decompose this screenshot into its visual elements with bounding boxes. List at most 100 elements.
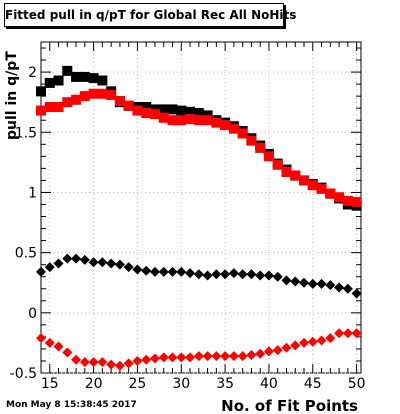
data-point-diamond [158, 266, 169, 277]
data-point-diamond [316, 335, 327, 346]
data-point-diamond [220, 269, 231, 280]
y-tick-label: 1 [28, 185, 37, 201]
data-point-diamond [36, 266, 46, 277]
data-point-diamond [290, 276, 301, 287]
data-point-diamond [44, 337, 55, 348]
data-point-diamond [141, 354, 152, 365]
y-tick-label: -0.5 [10, 366, 37, 382]
data-point-diamond [132, 264, 143, 275]
data-point-square [316, 183, 327, 194]
data-point-square [193, 108, 204, 119]
data-point-square [228, 123, 239, 134]
data-point-diamond [79, 357, 90, 368]
data-point-diamond [141, 265, 152, 276]
data-point-diamond [193, 269, 204, 280]
data-point-diamond [246, 349, 257, 360]
data-point-diamond [71, 253, 82, 264]
data-point-diamond [263, 346, 274, 357]
data-point-diamond [123, 358, 134, 369]
data-point-diamond [255, 348, 266, 359]
data-point-square [246, 135, 257, 146]
data-markers [36, 65, 362, 371]
data-point-diamond [228, 351, 239, 362]
data-point-square [141, 108, 152, 119]
data-point-square [351, 197, 362, 208]
chart-title: Fitted pull in q/pT for Global Rec All N… [5, 8, 297, 22]
data-point-diamond [342, 283, 353, 294]
data-point-diamond [202, 270, 213, 281]
data-point-diamond [88, 357, 99, 368]
data-point-diamond [272, 345, 283, 356]
data-point-diamond [351, 328, 362, 339]
chart-title-box: Fitted pull in q/pT for Global Rec All N… [4, 3, 297, 27]
data-point-square [167, 115, 178, 126]
data-point-square [185, 114, 196, 125]
data-point-square [211, 117, 222, 128]
data-point-diamond [211, 269, 222, 280]
data-point-diamond [176, 352, 187, 363]
data-point-diamond [220, 351, 231, 362]
data-point-diamond [342, 328, 353, 339]
data-point-square [97, 75, 108, 86]
data-point-diamond [299, 277, 310, 288]
data-point-square [307, 180, 318, 191]
data-point-diamond [193, 351, 204, 362]
x-tick-label: 50 [348, 376, 366, 392]
data-point-square [290, 170, 301, 181]
data-point-diamond [167, 266, 178, 277]
x-axis-label: No. of Fit Points [221, 397, 358, 414]
data-point-diamond [97, 257, 108, 268]
data-point-diamond [123, 262, 134, 273]
data-point-square [79, 71, 90, 82]
x-tick-label: 40 [260, 376, 278, 392]
data-point-square [281, 166, 292, 177]
data-point-diamond [176, 266, 187, 277]
y-tick-label: 2 [28, 65, 37, 81]
data-point-square [62, 65, 73, 76]
data-point-square [167, 104, 178, 115]
data-point-square [255, 142, 266, 153]
data-point-square [263, 151, 274, 162]
data-point-diamond [149, 353, 160, 364]
data-point-square [141, 101, 152, 112]
data-point-square [88, 73, 99, 84]
data-point-square [36, 105, 46, 116]
data-point-diamond [88, 257, 99, 268]
data-point-square [299, 175, 310, 186]
x-tick-label: 45 [304, 376, 322, 392]
data-point-diamond [53, 341, 64, 352]
x-tick-label: 30 [172, 376, 190, 392]
data-point-diamond [237, 269, 248, 280]
data-point-square [53, 101, 64, 112]
data-point-diamond [263, 270, 274, 281]
data-point-diamond [290, 340, 301, 351]
data-point-diamond [272, 271, 283, 282]
x-tick-label: 25 [129, 376, 147, 392]
data-point-square [176, 115, 187, 126]
y-tick-label: 0 [28, 306, 37, 322]
data-point-diamond [114, 360, 125, 371]
data-point-square [334, 192, 345, 203]
data-point-square [158, 104, 169, 115]
data-point-square [88, 88, 99, 99]
y-axis-label: pull in q/pT [4, 51, 20, 140]
data-point-diamond [158, 352, 169, 363]
y-tick-label: 1.5 [15, 125, 37, 141]
data-point-diamond [185, 268, 196, 279]
data-point-diamond [325, 280, 336, 291]
data-point-diamond [185, 352, 196, 363]
data-point-diamond [106, 258, 117, 269]
data-point-square [176, 105, 187, 116]
x-tick-label: 15 [41, 376, 59, 392]
data-point-diamond [36, 333, 46, 344]
data-point-diamond [132, 355, 143, 366]
data-point-diamond [228, 268, 239, 279]
data-point-diamond [237, 351, 248, 362]
data-point-diamond [97, 357, 108, 368]
x-tick-label: 20 [85, 376, 103, 392]
data-point-diamond [316, 278, 327, 289]
data-point-square [71, 71, 82, 82]
x-tick-label: 35 [216, 376, 234, 392]
data-point-diamond [351, 288, 362, 299]
data-point-square [53, 75, 64, 86]
